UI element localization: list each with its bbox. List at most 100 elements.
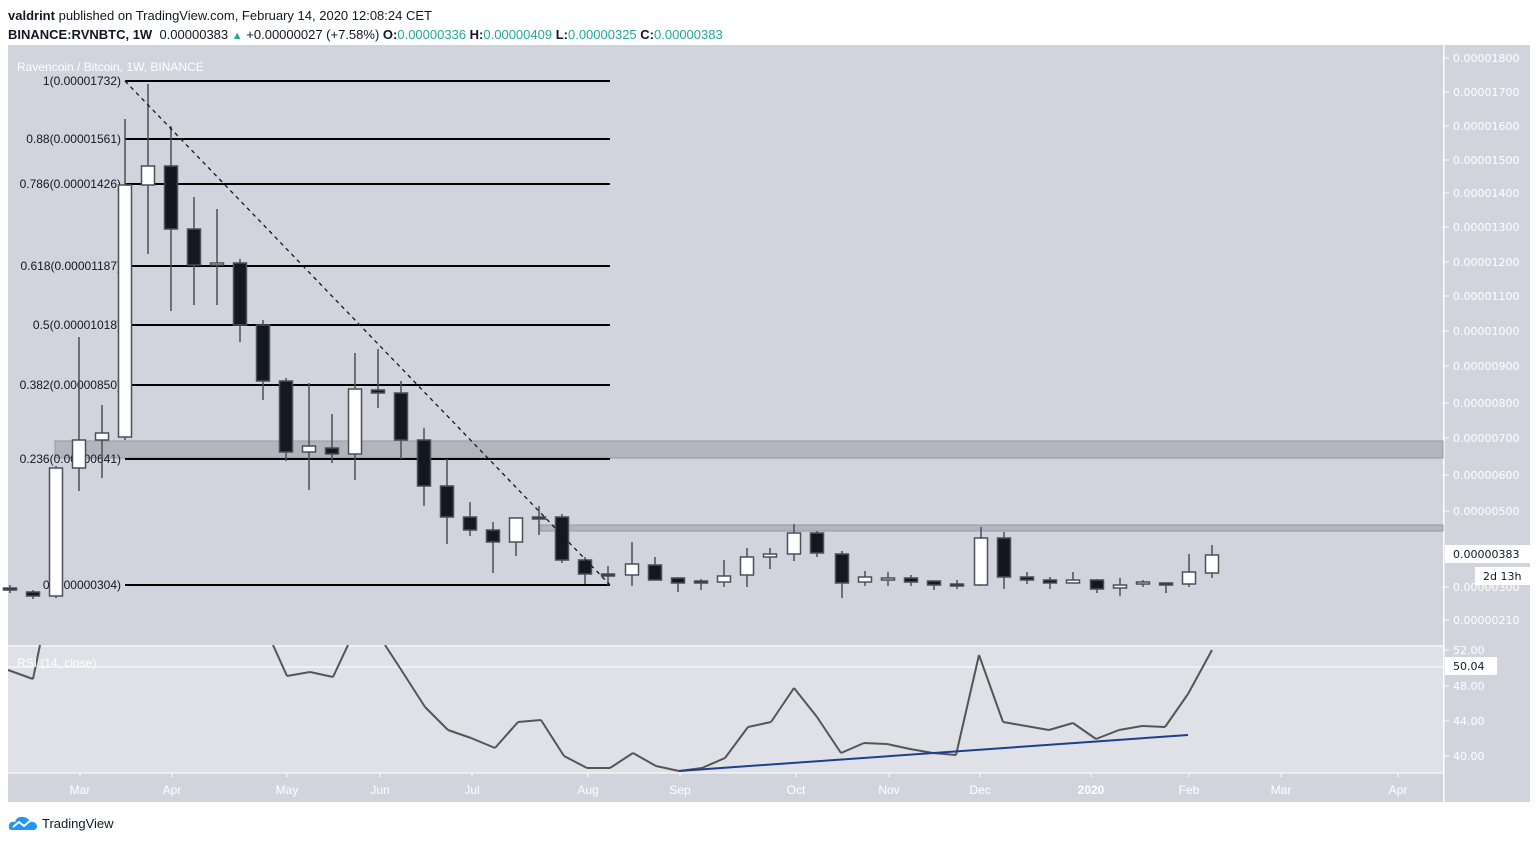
candle <box>462 502 478 536</box>
candle <box>903 575 919 586</box>
candle <box>1065 572 1081 584</box>
close-value: 0.00000383 <box>654 27 723 42</box>
price-tick-label: 0.00001600 <box>1453 120 1519 133</box>
candle <box>485 522 501 573</box>
time-tick-label: Apr <box>163 783 182 797</box>
candle <box>48 466 64 598</box>
price-tick-label: 0.00000900 <box>1453 360 1519 373</box>
candle <box>232 259 248 342</box>
candle <box>324 414 340 463</box>
fib-level-label: 0.236(0.00000641) <box>20 452 121 466</box>
time-axis-bg[interactable] <box>8 773 1443 802</box>
price-change: +0.00000027 (+7.58%) <box>246 27 380 42</box>
rsi-tick-label: 40.00 <box>1453 750 1485 763</box>
candle <box>809 531 825 557</box>
svg-text:0.00000383: 0.00000383 <box>1453 548 1519 561</box>
price-tick-label: 0.00001500 <box>1453 154 1519 167</box>
last-price: 0.00000383 <box>159 27 229 42</box>
candle <box>370 349 386 408</box>
resistance-zones <box>54 440 1444 532</box>
candle <box>1019 572 1035 584</box>
price-tick-label: 0.00000210 <box>1453 614 1519 627</box>
tradingview-logo-icon <box>8 816 38 830</box>
price-axis-ticks: 0.00001800 0.00001700 0.00001600 0.00001500… <box>1444 52 1530 627</box>
price-tick-label: 0.00001000 <box>1453 325 1519 338</box>
candle <box>1158 582 1174 593</box>
candle <box>693 579 709 590</box>
price-tick-label: 0.00001200 <box>1453 256 1519 269</box>
price-tick-label: 0.00000500 <box>1453 505 1519 518</box>
candle <box>301 383 317 490</box>
last-price-badge <box>1445 545 1530 563</box>
candle <box>1135 580 1151 587</box>
candle <box>554 514 570 563</box>
candle <box>786 524 802 561</box>
rsi-trend-line[interactable] <box>678 734 1189 772</box>
candle <box>508 517 524 556</box>
candle <box>1042 577 1058 589</box>
candle <box>2 585 18 593</box>
close-label: C: <box>640 27 655 42</box>
fib-level-label: 0.382(0.00000850) <box>20 378 121 392</box>
time-tick-label: Nov <box>878 783 899 797</box>
time-tick-label: May <box>276 783 299 797</box>
up-arrow-icon: ▲ <box>231 30 243 42</box>
time-tick-label: Aug <box>577 783 598 797</box>
candle <box>1204 545 1220 578</box>
time-tick-label: Mar <box>1271 783 1292 797</box>
candle <box>94 405 110 478</box>
fib-level-label: 0.88(0.00001561) <box>26 132 121 146</box>
candle <box>531 506 547 535</box>
price-tick-label: 0.00000700 <box>1453 432 1519 445</box>
fib-retracement[interactable]: 1(0.00001732) 0.88(0.00001561) 0.786(0.000… <box>20 74 610 592</box>
chart-header: valdrint published on TradingView.com, F… <box>8 6 723 46</box>
price-tick-label: 0.00000600 <box>1453 469 1519 482</box>
candle <box>762 548 778 569</box>
candle <box>140 84 156 254</box>
rsi-value-badge <box>1445 657 1497 675</box>
fib-level-label: 0.786(0.00001426) <box>20 177 121 191</box>
price-tick-label: 0.00001700 <box>1453 86 1519 99</box>
countdown-badge <box>1475 567 1530 585</box>
published-text: published on TradingView.com, February 1… <box>58 8 432 23</box>
price-tick-label: 0.00001800 <box>1453 52 1519 65</box>
candle <box>577 557 593 584</box>
candle <box>624 542 640 586</box>
brand-name: TradingView <box>42 815 114 831</box>
rsi-title: RSI (14, close) <box>17 656 96 670</box>
fib-level-label: 0.618(0.00001187) <box>20 259 121 273</box>
time-tick-label: Sep <box>669 783 691 797</box>
footer-brand[interactable]: TradingView <box>8 814 114 832</box>
publish-line: valdrint published on TradingView.com, F… <box>8 6 723 25</box>
author-name[interactable]: valdrint <box>8 8 55 23</box>
candle <box>1181 554 1197 587</box>
time-tick-label: Mar <box>70 783 91 797</box>
candle <box>973 527 989 586</box>
zone-rect[interactable] <box>539 524 1444 532</box>
candle <box>926 580 942 590</box>
rsi-series: 52.00 48.00 44.00 40.00 50.04 <box>8 644 1497 774</box>
open-value: 0.00000336 <box>397 27 467 42</box>
candle <box>857 571 873 586</box>
svg-text:50.04: 50.04 <box>1453 660 1485 673</box>
candle <box>949 580 965 589</box>
candle <box>255 320 271 400</box>
price-tick-label: 0.00001400 <box>1453 187 1519 200</box>
time-tick-label: Feb <box>1179 783 1200 797</box>
symbol-label: BINANCE:RVNBTC, 1W <box>8 27 153 42</box>
rsi-tick-label: 48.00 <box>1453 680 1485 693</box>
candle <box>416 428 432 506</box>
price-axis-bg[interactable] <box>1444 45 1530 802</box>
svg-text:2d 13h: 2d 13h <box>1483 570 1521 583</box>
price-tick-label: 0.00001300 <box>1453 221 1519 234</box>
price-tick-label: 0.00001100 <box>1453 290 1519 303</box>
candle <box>834 551 850 598</box>
candlestick-series <box>2 84 1220 599</box>
chart-title: Ravencoin / Bitcoin, 1W, BINANCE <box>17 60 204 74</box>
fib-level-label: 0.5(0.00001018) <box>33 318 121 332</box>
open-label: O: <box>382 27 398 42</box>
zone-rect[interactable] <box>54 440 1444 459</box>
candle <box>739 548 755 587</box>
candle <box>209 209 225 305</box>
